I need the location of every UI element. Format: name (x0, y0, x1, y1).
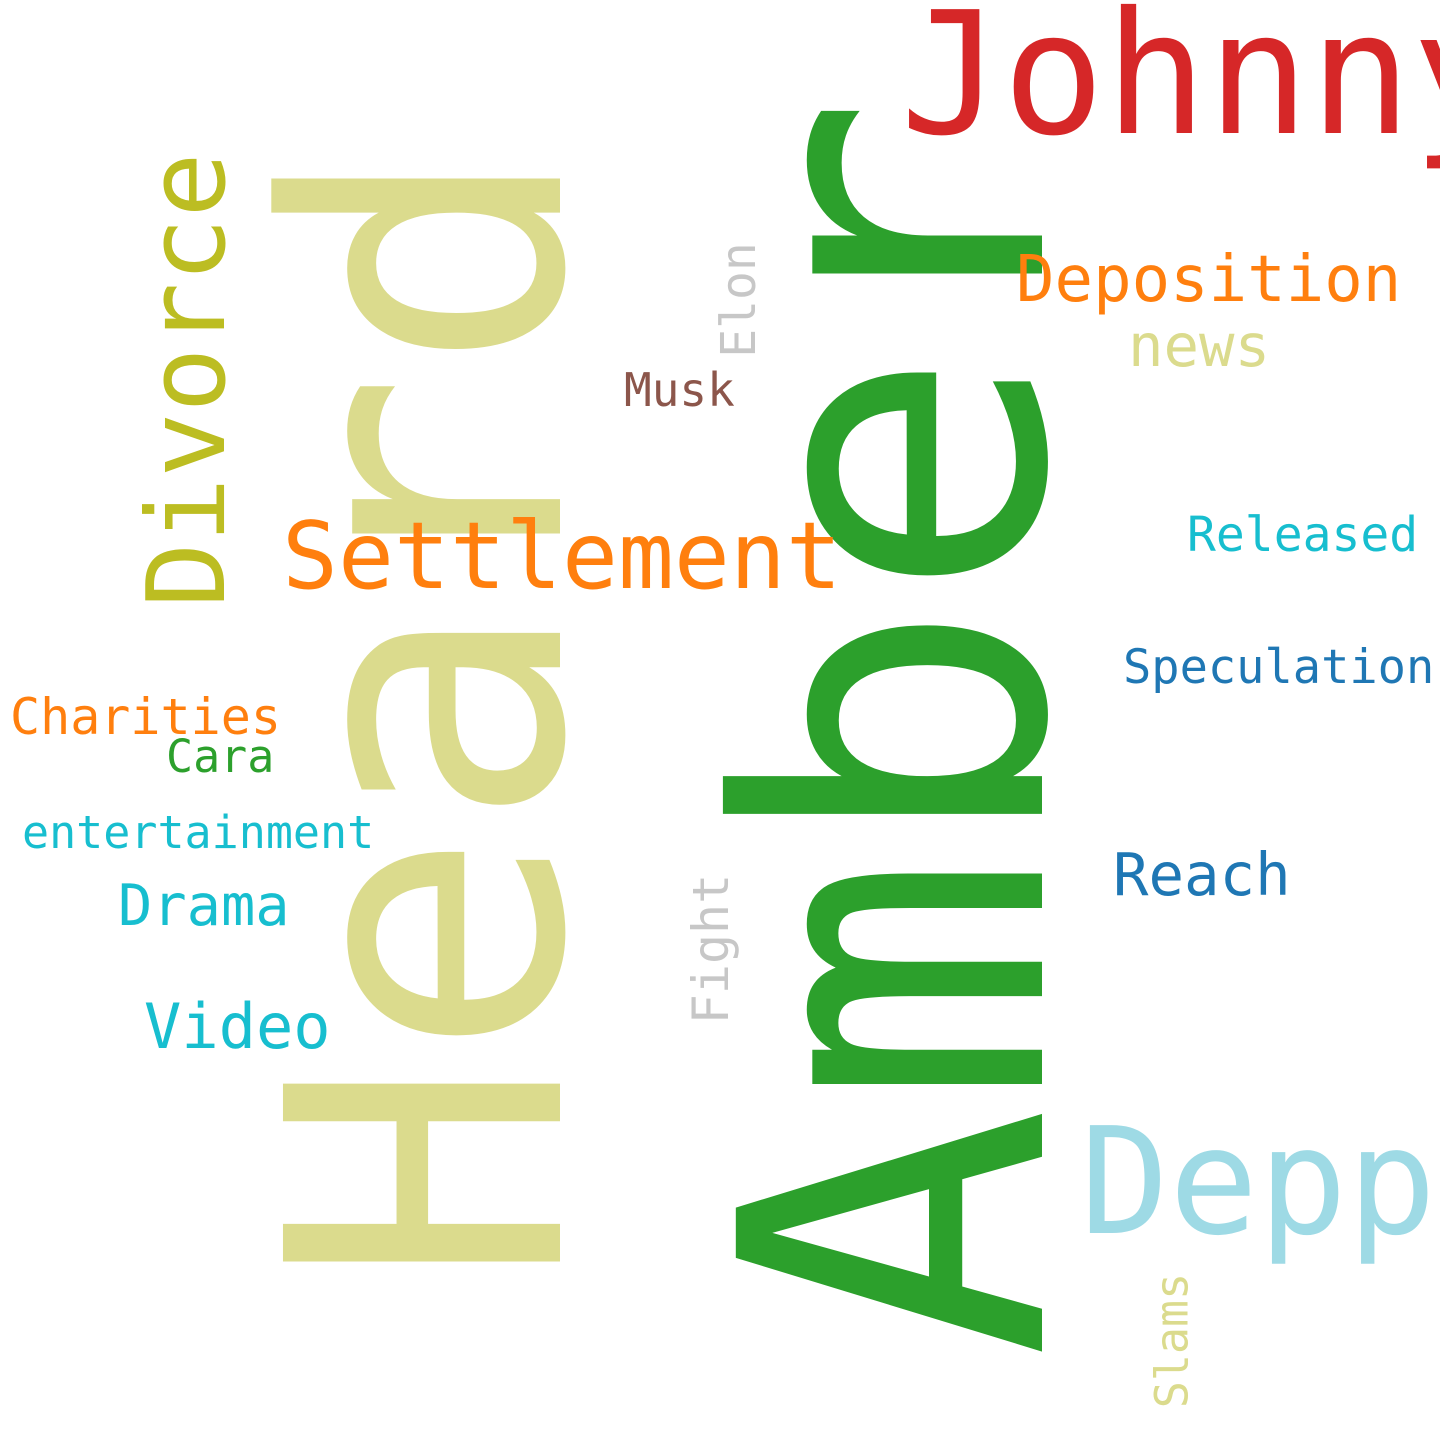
word-fight: Fight (682, 873, 740, 1025)
word-charities: Charities (10, 688, 281, 746)
word-divorce: Divorce (125, 152, 250, 608)
word-news: news (1128, 311, 1271, 380)
word-video: Video (144, 990, 331, 1063)
word-speculation: Speculation (1123, 640, 1435, 695)
word-cara: Cara (166, 730, 275, 783)
word-amber: Amber (653, 94, 1142, 1360)
word-entertainment: entertainment (22, 806, 375, 859)
word-settlement: Settlement (282, 502, 842, 610)
word-depp: Depp (1080, 1096, 1437, 1268)
word-heard: Heard (207, 143, 650, 1287)
word-musk: Musk (624, 363, 735, 417)
word-elon: Elon (711, 242, 767, 358)
word-released: Released (1187, 507, 1419, 563)
word-johnny: Johnny (900, 0, 1440, 174)
word-deposition: Deposition (1016, 243, 1402, 317)
word-slams: Slams (1145, 1272, 1199, 1409)
word-drama: Drama (118, 873, 290, 939)
word-reach: Reach (1113, 840, 1291, 909)
